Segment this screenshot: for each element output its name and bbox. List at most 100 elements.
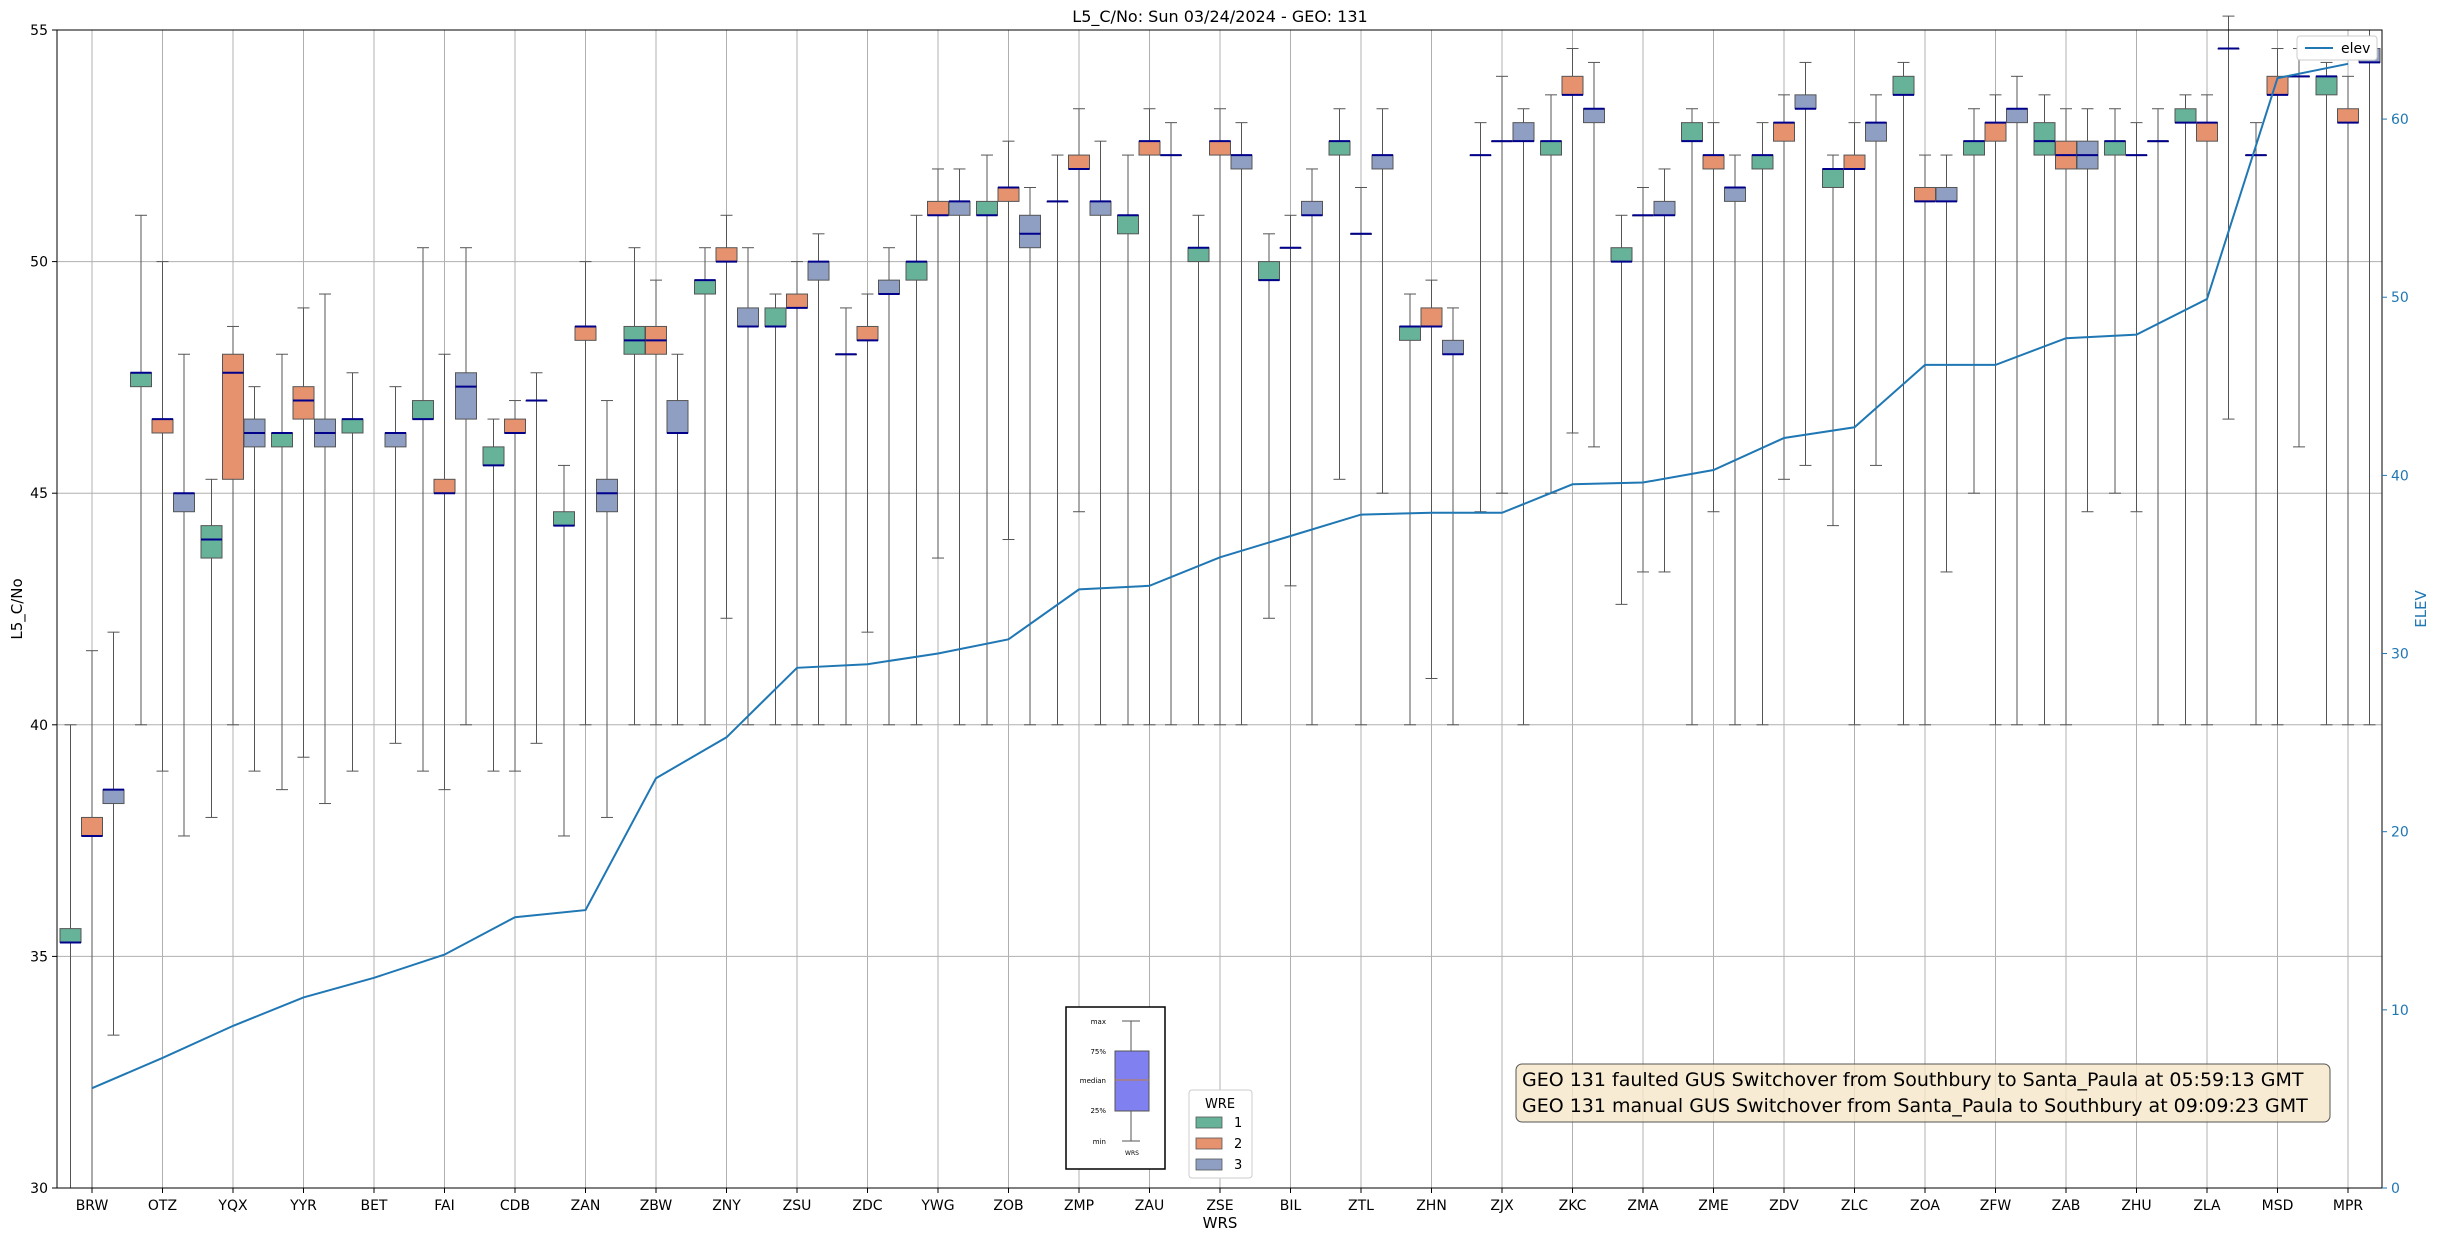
box-iqr: [2196, 122, 2218, 142]
box-ZHU-wre3: [2147, 108, 2169, 726]
wre-legend-swatch-1: [1195, 1116, 1223, 1129]
box-BIL-wre3: [1301, 168, 1323, 726]
box-ZLC-wre1: [1822, 154, 1844, 527]
box-ZMA-wre1: [1610, 214, 1633, 605]
inset-box: [1114, 1050, 1150, 1112]
box-ZAN-wre2: [574, 261, 597, 726]
x-tick-label: MPR: [2333, 1198, 2364, 1214]
box-iqr: [1138, 140, 1161, 156]
box-ZFW-wre2: [1984, 94, 2007, 726]
wre-legend: WRE 1 2 3: [1188, 1089, 1253, 1179]
box-ZMA-wre2: [1632, 186, 1654, 573]
box-iqr: [1230, 154, 1253, 170]
box-ZLA-wre3: [2217, 15, 2240, 420]
y2-tick-label: 50: [2391, 290, 2409, 306]
box-iqr: [976, 200, 998, 216]
box-ZOB-wre2: [997, 140, 1020, 541]
switchover-annotation: GEO 131 faulted GUS Switchover from Sout…: [1515, 1063, 2331, 1123]
box-iqr: [1328, 140, 1351, 156]
inset-label-min: min: [1093, 1138, 1106, 1146]
box-CDB-wre3: [525, 372, 548, 744]
wre-legend-swatch-2: [1195, 1137, 1223, 1150]
box-ZME-wre3: [1724, 154, 1746, 726]
box-BIL-wre1: [1258, 233, 1280, 619]
box-ZAU-wre1: [1117, 154, 1139, 726]
x-axis-label: WRS: [1203, 1214, 1238, 1232]
box-ZNY-wre3: [737, 247, 759, 726]
x-tick-label: ZJX: [1490, 1198, 1514, 1214]
box-iqr: [59, 928, 82, 944]
x-tick-label: FAI: [434, 1198, 454, 1214]
box-iqr: [1724, 186, 1746, 202]
box-ZME-wre2: [1702, 122, 1725, 513]
box-ZFW-wre3: [2006, 75, 2028, 726]
box-iqr: [927, 200, 949, 216]
y2-tick-label: 0: [2391, 1181, 2400, 1197]
inset-label-median: median: [1080, 1077, 1106, 1085]
wre-legend-label-2: 2: [1234, 1137, 1242, 1152]
box-MPR-wre2: [2337, 75, 2359, 726]
x-tick-label: YQX: [217, 1198, 248, 1214]
box-ZLC-wre3: [1865, 94, 1887, 466]
x-tick-label: MSD: [2262, 1198, 2294, 1214]
box-iqr: [1187, 247, 1210, 263]
box-iqr: [81, 816, 103, 837]
box-ZAB-wre1: [2033, 94, 2056, 726]
box-iqr: [715, 247, 738, 263]
box-CDB-wre2: [504, 400, 526, 772]
elev-line: [91, 62, 2349, 1090]
y2-tick-label: 20: [2391, 825, 2409, 841]
box-iqr: [1399, 325, 1421, 341]
x-tick-label: ZOB: [993, 1198, 1023, 1214]
box-ZNY-wre2: [715, 214, 738, 619]
elev-legend-label: elev: [2341, 41, 2370, 57]
box-iqr: [1301, 200, 1323, 216]
box-iqr: [574, 325, 597, 341]
box-iqr: [1773, 122, 1795, 142]
box-ZNY-wre1: [694, 247, 716, 726]
box-iqr: [2006, 108, 2028, 124]
box-iqr: [1561, 75, 1584, 96]
wre-legend-frame: [1188, 1089, 1253, 1179]
box-iqr: [1371, 154, 1394, 170]
box-BRW-wre2: [81, 650, 103, 1189]
box-iqr: [1089, 200, 1112, 216]
x-tick-label: ZAN: [571, 1198, 601, 1214]
box-iqr: [412, 400, 434, 420]
box-ZHN-wre3: [1442, 307, 1464, 726]
box-iqr: [222, 353, 244, 480]
box-iqr: [1442, 339, 1464, 355]
box-ZDC-wre2: [856, 293, 879, 633]
x-tick-label: CDB: [500, 1198, 530, 1214]
box-MSD-wre2: [2266, 48, 2289, 726]
x-tick-label: ZBW: [640, 1198, 673, 1214]
x-tick-label: YYR: [289, 1198, 317, 1214]
x-tick-label: YWG: [920, 1198, 954, 1214]
box-ZHN-wre1: [1399, 293, 1421, 726]
x-tick-label: ZFW: [1980, 1198, 2012, 1214]
x-tick-label: ZTL: [1348, 1198, 1374, 1214]
box-ZME-wre1: [1681, 108, 1703, 726]
box-ZDV-wre2: [1773, 94, 1795, 480]
box-iqr: [1914, 186, 1936, 202]
box-iqr: [433, 478, 456, 494]
box-iqr: [1019, 214, 1041, 249]
box-BRW-wre3: [102, 631, 125, 1036]
box-ZAN-wre1: [553, 464, 575, 837]
annotation-line-2: GEO 131 manual GUS Switchover from Santa…: [1522, 1095, 2308, 1117]
box-YQX-wre3: [243, 386, 266, 772]
x-tick-label: ZLA: [2193, 1198, 2221, 1214]
box-ZTL-wre2: [1350, 186, 1372, 726]
box-YWG-wre2: [927, 168, 949, 559]
x-tick-label: ZHU: [2121, 1198, 2151, 1214]
box-FAI-wre2: [433, 353, 456, 791]
x-tick-label: ZAU: [1135, 1198, 1164, 1214]
box-ZLA-wre2: [2196, 94, 2218, 726]
box-ZDC-wre3: [878, 247, 900, 726]
box-CDB-wre1: [482, 418, 505, 772]
box-ZMP-wre2: [1068, 108, 1090, 513]
box-iqr: [1610, 247, 1633, 263]
box-ZSE-wre1: [1187, 214, 1210, 726]
box-OTZ-wre1: [130, 214, 152, 726]
